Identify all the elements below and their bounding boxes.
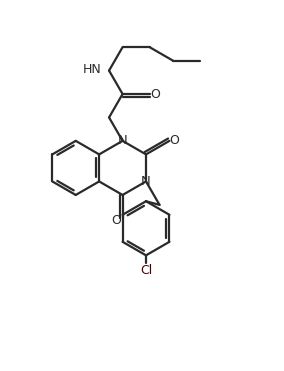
Text: O: O [112,214,122,227]
Text: O: O [169,134,179,147]
Text: N: N [141,175,151,188]
Text: O: O [150,88,160,101]
Text: HN: HN [83,63,101,76]
Text: N: N [118,134,128,147]
Text: Cl: Cl [140,264,152,277]
